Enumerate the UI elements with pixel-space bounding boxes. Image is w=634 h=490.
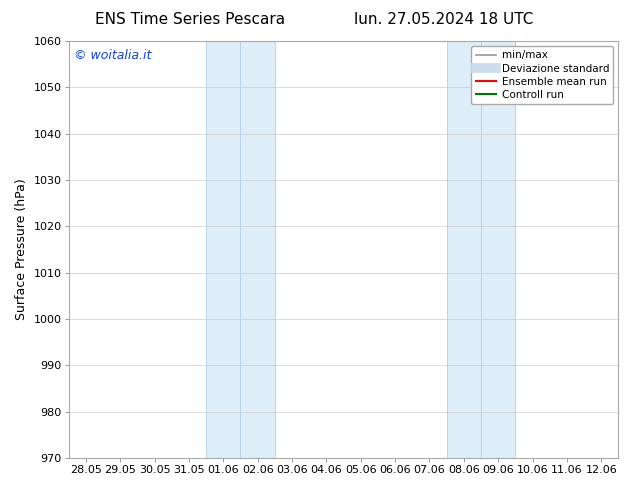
Y-axis label: Surface Pressure (hPa): Surface Pressure (hPa) <box>15 179 28 320</box>
Bar <box>206 41 275 458</box>
Text: ENS Time Series Pescara: ENS Time Series Pescara <box>95 12 285 27</box>
Legend: min/max, Deviazione standard, Ensemble mean run, Controll run: min/max, Deviazione standard, Ensemble m… <box>472 46 613 104</box>
Text: © woitalia.it: © woitalia.it <box>74 49 152 62</box>
Text: lun. 27.05.2024 18 UTC: lun. 27.05.2024 18 UTC <box>354 12 533 27</box>
Bar <box>446 41 515 458</box>
